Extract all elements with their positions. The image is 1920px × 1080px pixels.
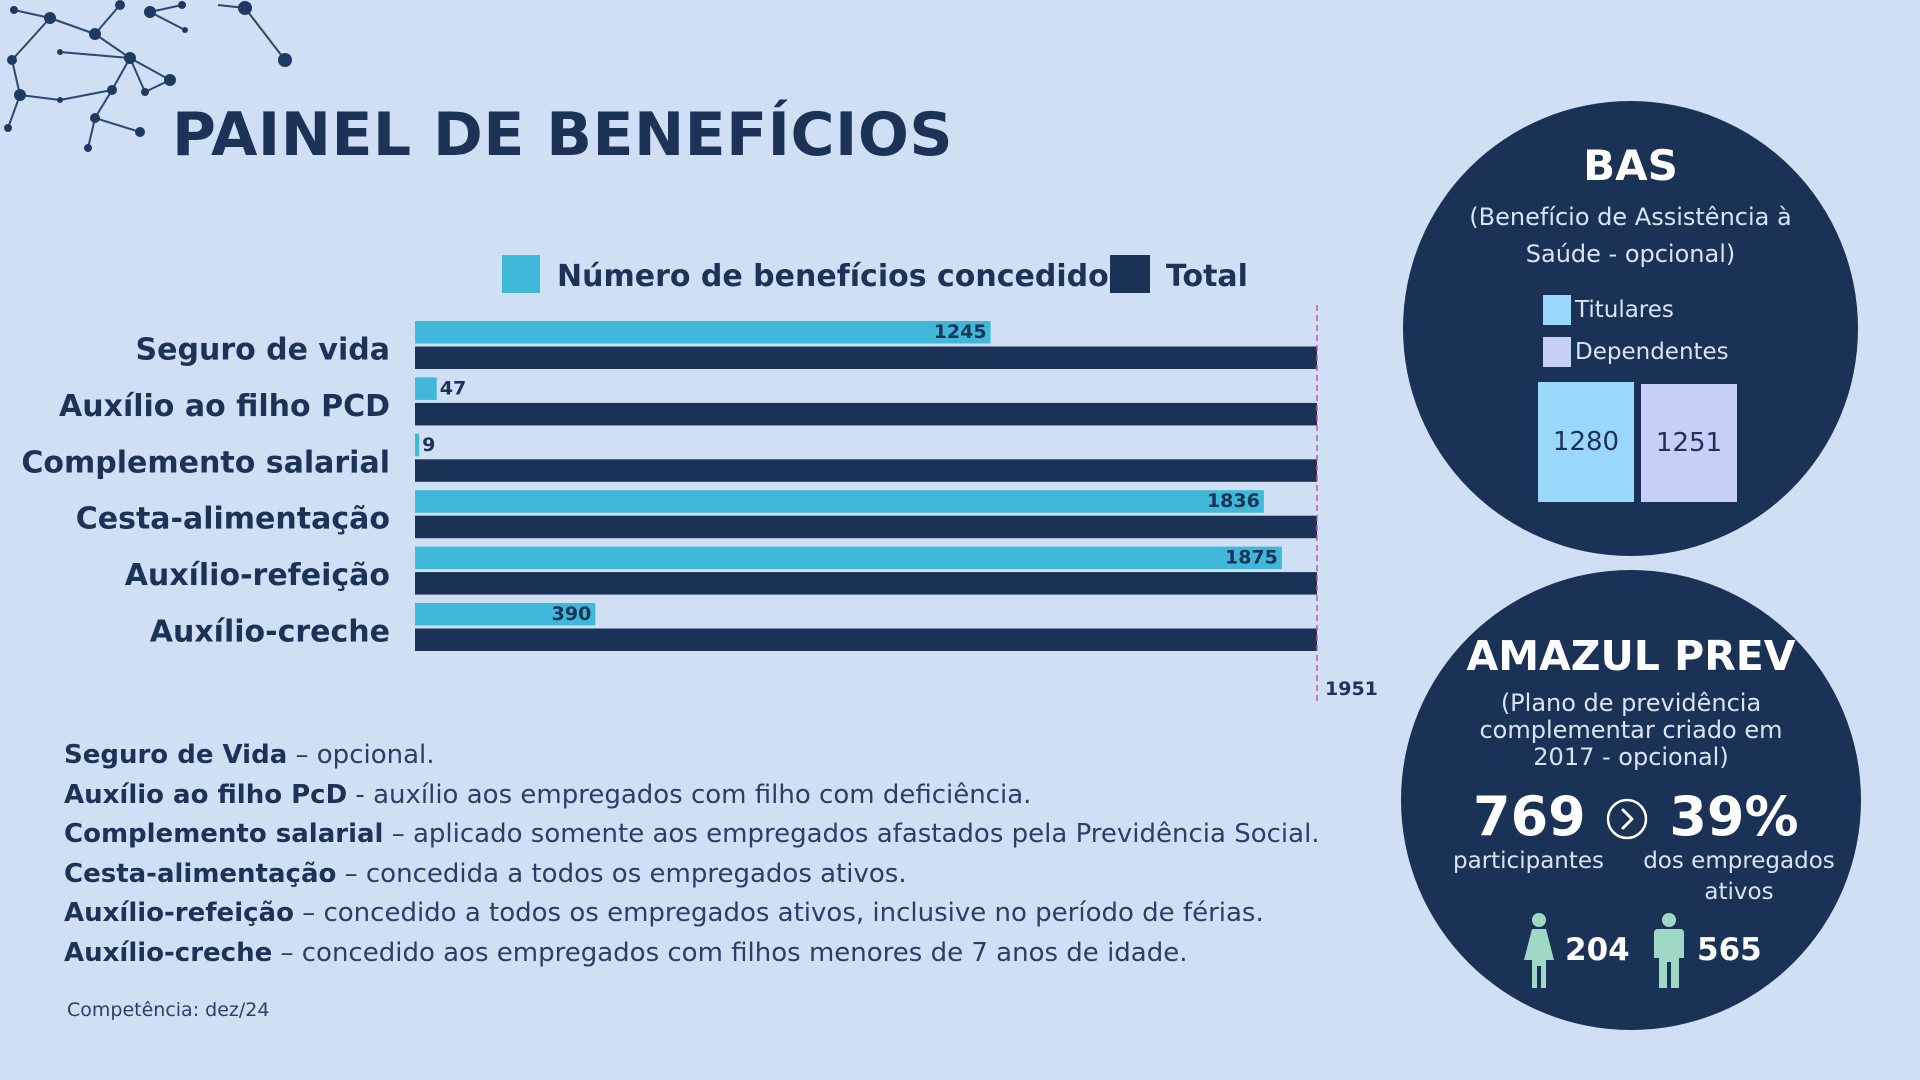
data-label: 47 [440, 377, 466, 399]
network-decoration [4, 0, 292, 152]
bar-concedidos [415, 321, 991, 344]
male-count: 565 [1697, 932, 1762, 968]
bas-value-dependentes: 1251 [1655, 428, 1723, 458]
bas-value-titulares: 1280 [1552, 427, 1620, 457]
note-term: Auxílio-creche [64, 937, 273, 968]
note-term: Auxílio-refeição [64, 898, 294, 928]
bar-total [415, 346, 1317, 369]
bar-total [415, 459, 1317, 482]
female-person-icon [1524, 913, 1554, 988]
note-auxilio-creche: Auxílio-creche – concedido aos empregado… [64, 934, 1320, 974]
bas-subtitle: (Benefício de Assistência à Saúde - opci… [1469, 203, 1792, 268]
data-label: 390 [552, 603, 592, 625]
category-label: Auxílio-creche [150, 615, 390, 650]
legend-swatch-titulares [1543, 295, 1571, 325]
data-label: 1245 [934, 321, 987, 343]
legend-label-concedidos: Número de benefícios concedidos [557, 259, 1127, 294]
participantes-label: participantes [1453, 848, 1605, 874]
category-label: Complemento salarial [21, 445, 390, 480]
male-person-icon [1654, 913, 1684, 988]
data-label: 1875 [1225, 547, 1278, 569]
prev-title: AMAZUL PREV [1466, 632, 1796, 680]
note-desc: – aplicado somente aos empregados afasta… [383, 819, 1320, 849]
note-desc: – concedido a todos os empregados ativos… [293, 898, 1264, 928]
bar-total [415, 572, 1317, 595]
legend-label-titulares: Titulares [1575, 297, 1674, 323]
bas-circle: BAS (Benefício de Assistência à Saúde - … [1403, 101, 1858, 556]
bar-concedidos [415, 490, 1264, 513]
note-term: Complemento salarial [64, 819, 384, 849]
legend-swatch-concedidos [502, 255, 540, 293]
reference-line-label: 1951 [1325, 678, 1378, 700]
note-desc: - auxílio aos empregados com filho com d… [347, 779, 1032, 810]
female-count: 204 [1565, 932, 1630, 968]
bas-bar-dependentes: 1251 [1641, 384, 1737, 502]
bas-legend-item-dependentes: Dependentes [1543, 331, 1729, 373]
chart-legend: Número de benefícios concedidos Total [502, 255, 1248, 294]
category-label: Seguro de vida [136, 333, 390, 368]
bar-total [415, 515, 1317, 539]
benefits-bar-chart: Número de benefícios concedidos Total Se… [21, 255, 1378, 703]
prev-subtitle: (Plano de previdência complementar criad… [1479, 689, 1783, 771]
bar-concedidos [415, 546, 1282, 570]
category-label: Auxílio ao filho PCD [59, 389, 390, 424]
page-title: PAINEL DE BENEFÍCIOS [172, 100, 954, 170]
bas-legend-item-titulares: Titulares [1543, 289, 1729, 331]
participantes-number: 769 [1473, 785, 1586, 848]
bar-concedidos [415, 433, 420, 457]
data-label: 1836 [1207, 490, 1260, 512]
bar-concedidos [415, 603, 596, 626]
category-label: Auxílio-refeição [125, 558, 390, 593]
note-desc: – opcional. [287, 740, 435, 770]
bar-total [415, 402, 1317, 426]
bar-total [415, 628, 1317, 651]
note-cesta-alimentacao: Cesta-alimentação – concedida a todos os… [64, 855, 1320, 895]
competencia-footnote: Competência: dez/24 [67, 999, 270, 1021]
data-label: 9 [422, 434, 435, 456]
amazul-prev-circle: AMAZUL PREV (Plano de previdência comple… [1401, 570, 1861, 1030]
note-term: Seguro de Vida [64, 740, 288, 770]
note-seguro-de-vida: Seguro de Vida – opcional. [64, 736, 1320, 776]
percent-number: 39% [1669, 785, 1799, 848]
legend-swatch-total [1110, 255, 1150, 293]
note-term: Auxílio ao filho PcD [64, 779, 348, 810]
benefit-notes: Seguro de Vida – opcional. Auxílio ao fi… [64, 736, 1320, 973]
note-auxilio-refeicao: Auxílio-refeição – concedido a todos os … [64, 894, 1320, 934]
note-desc: – concedido aos empregados com filhos me… [272, 937, 1188, 968]
note-complemento-salarial: Complemento salarial – aplicado somente … [64, 815, 1320, 855]
note-auxilio-filho-pcd: Auxílio ao filho PcD - auxílio aos empre… [64, 776, 1320, 816]
percent-label: dos empregados ativos [1643, 848, 1835, 905]
bas-legend: Titulares Dependentes [1543, 289, 1729, 373]
bar-concedidos [415, 377, 437, 400]
category-label: Cesta-alimentação [76, 502, 390, 537]
note-desc: – concedida a todos os empregados ativos… [336, 858, 907, 889]
legend-label-dependentes: Dependentes [1575, 339, 1729, 365]
bas-bar-titulares: 1280 [1538, 382, 1634, 502]
chevron-right-icon [1606, 798, 1648, 840]
bas-title: BAS [1583, 141, 1678, 190]
note-term: Cesta-alimentação [64, 858, 337, 889]
legend-label-total: Total [1166, 259, 1248, 294]
legend-swatch-dependentes [1543, 337, 1571, 367]
